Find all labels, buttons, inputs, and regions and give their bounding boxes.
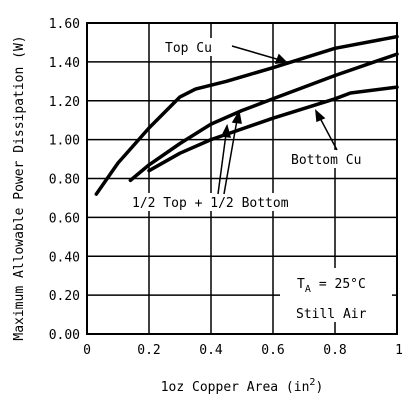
- y-tick-label: 1.60: [49, 17, 80, 32]
- y-tick-label: 1.00: [49, 134, 80, 149]
- arrowhead-half-right: [231, 109, 242, 124]
- y-tick-label: 0.00: [49, 328, 80, 343]
- arrow-top-cu: [231, 45, 281, 61]
- arrowhead-half-left: [220, 123, 232, 138]
- y-tick-label: 0.80: [49, 173, 80, 188]
- series-line-half-top-half-bottom: [128, 52, 399, 183]
- y-tick-label: 0.40: [49, 250, 80, 265]
- label-top-cu: Top Cu: [165, 41, 212, 56]
- label-half-top-half-bottom: 1/2 Top + 1/2 Bottom: [132, 196, 289, 211]
- label-ambient-temp: TA = 25°C: [297, 277, 366, 295]
- y-tick-label: 0.60: [49, 211, 80, 226]
- y-tick-label: 1.20: [49, 95, 80, 110]
- y-axis-title: Maximum Allowable Power Dissipation (W): [12, 35, 27, 340]
- x-tick-label: 0.8: [323, 343, 346, 358]
- x-tick-label: 0.6: [261, 343, 284, 358]
- x-tick-label: 0.2: [137, 343, 160, 358]
- series-line-top-cu: [94, 34, 399, 196]
- annotation-arrows: [217, 45, 338, 195]
- series-lines: [94, 34, 399, 196]
- x-tick-label: 1: [395, 343, 403, 358]
- label-still-air: Still Air: [296, 307, 367, 322]
- series-line-bottom-cu: [147, 85, 399, 173]
- y-tick-label: 0.20: [49, 289, 80, 304]
- arrow-half-left: [217, 133, 227, 195]
- arrowhead-bottom-cu: [315, 109, 326, 123]
- arrow-half-right: [223, 119, 238, 195]
- plot-frame: [86, 22, 398, 335]
- x-axis-title: 1oz Copper Area (in2): [161, 377, 324, 395]
- y-tick-label: 1.40: [49, 56, 80, 71]
- x-tick-label: 0.4: [199, 343, 223, 358]
- arrowhead-top-cu: [274, 53, 288, 64]
- x-tick-label: 0: [83, 343, 91, 358]
- label-bottom-cu: Bottom Cu: [291, 153, 361, 168]
- tick-labels: 0.00 0.20 0.40 0.60 0.80 1.00 1.20 1.40 1.60 0 0.2…: [49, 17, 403, 358]
- arrow-bottom-cu: [319, 117, 338, 151]
